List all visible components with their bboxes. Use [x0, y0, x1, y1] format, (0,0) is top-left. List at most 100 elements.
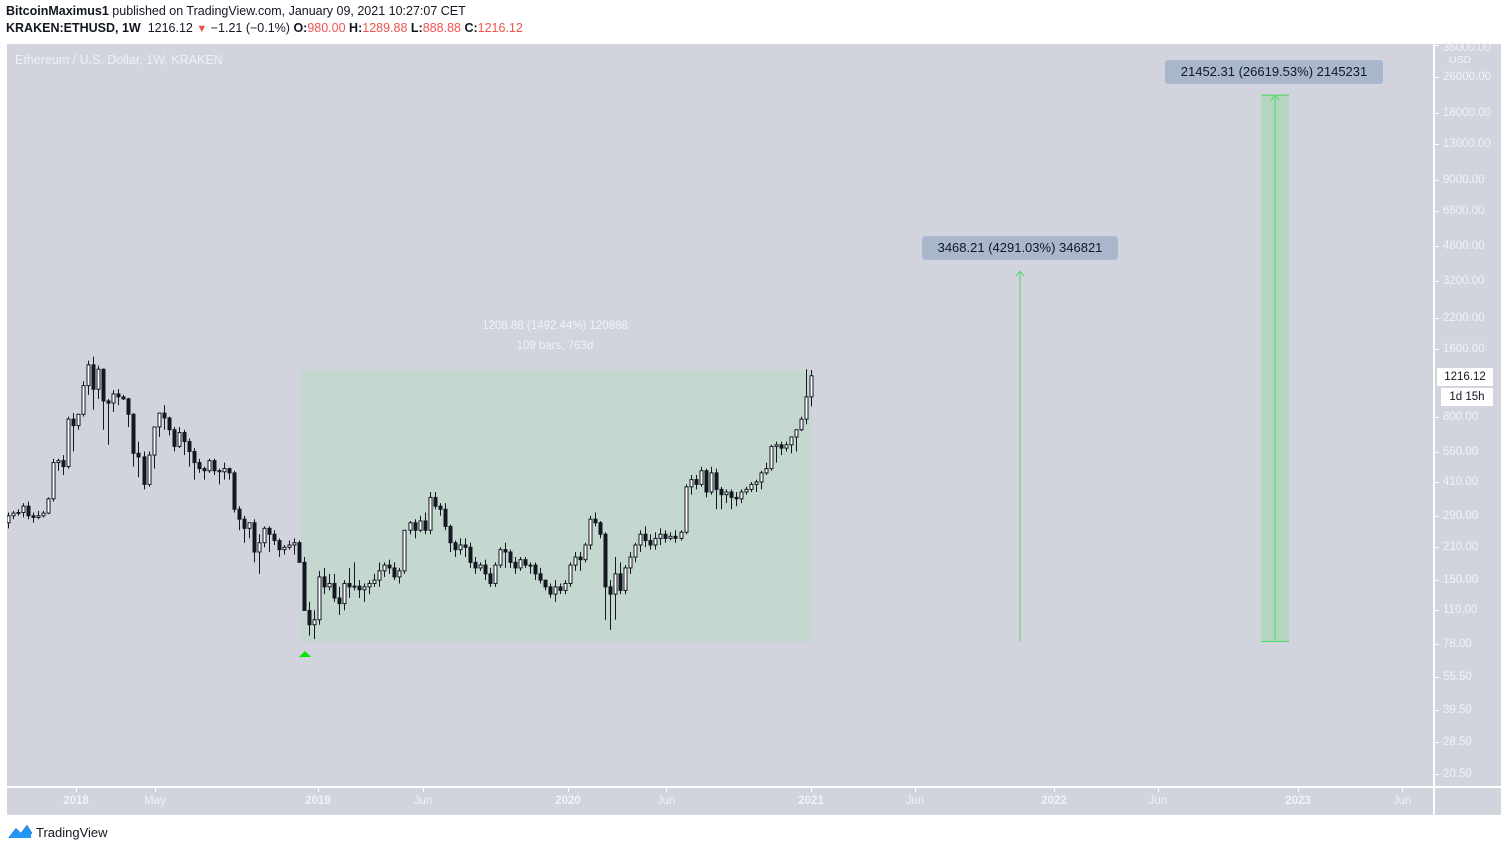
time-tick — [915, 788, 916, 792]
last-price-tag: 1216.12 — [1437, 368, 1493, 386]
price-tick-label: 110.00 — [1443, 604, 1478, 617]
price-tick — [1435, 515, 1439, 517]
time-tick — [1298, 788, 1299, 792]
high-label: H: — [349, 21, 363, 35]
price-tick-label: 4600.00 — [1443, 239, 1485, 252]
close-value: 1216.12 — [477, 21, 523, 35]
price-tick — [1435, 281, 1439, 283]
price-tick — [1435, 742, 1439, 744]
author-name[interactable]: BitcoinMaximus1 — [6, 4, 109, 18]
bar-countdown-tag: 1d 15h — [1441, 388, 1493, 406]
time-tick-label: Jun — [905, 795, 925, 807]
price-tick-label: 560.00 — [1443, 445, 1479, 458]
tradingview-brand[interactable]: TradingView — [8, 824, 108, 840]
time-tick — [811, 788, 812, 792]
candlestick-plot — [7, 94, 1289, 657]
down-arrow-icon: ▼ — [196, 23, 208, 35]
time-tick — [155, 788, 156, 792]
published-text: published on TradingView.com, January 09… — [112, 4, 466, 18]
price-tick — [1435, 710, 1439, 712]
price-tick — [1435, 547, 1439, 549]
price-tick — [1435, 481, 1439, 483]
chart-pane[interactable]: Ethereum / U.S. Dollar, 1W, KRAKEN 1208.… — [7, 44, 1433, 786]
last-price: 1216.12 — [147, 21, 193, 35]
price-tick — [1435, 580, 1439, 582]
price-tick-label: 20.50 — [1443, 768, 1472, 781]
price-tick-label: 26000.00 — [1443, 70, 1491, 83]
price-scale[interactable]: USD 36000.00 26000.00 18000.00 13000.00 9000… — [1434, 41, 1501, 786]
price-tick — [1435, 774, 1439, 776]
time-tick — [423, 788, 424, 792]
price-tick-label: 410.00 — [1443, 475, 1479, 488]
price-tick-label: 18000.00 — [1443, 106, 1491, 119]
publish-info: BitcoinMaximus1 published on TradingView… — [6, 4, 466, 18]
brand-name: TradingView — [36, 824, 108, 840]
time-tick-label: Jun — [413, 795, 433, 807]
time-tick-label: Jun — [656, 795, 676, 807]
price-tick-label: 36000.00 — [1443, 41, 1491, 54]
price-tick — [1435, 180, 1439, 182]
signal-marker-icon — [299, 651, 311, 657]
price-tick-label: 210.00 — [1443, 541, 1479, 554]
measure-range-box — [301, 370, 812, 642]
symbol-label: KRAKEN:ETHUSD, 1W — [6, 21, 141, 35]
close-label: C: — [464, 21, 478, 35]
time-tick-label: Jun — [1148, 795, 1168, 807]
time-tick-label: 2021 — [798, 795, 824, 807]
price-tick — [1435, 245, 1439, 247]
time-tick-label: Jun — [1392, 795, 1412, 807]
high-value: 1289.88 — [362, 21, 408, 35]
open-label: O: — [293, 21, 308, 35]
time-scale[interactable]: 2018 May 2019 Jun 2020 Jun 2021 Jun 2022 Jun 2023 J… — [7, 787, 1433, 815]
low-label: L: — [410, 21, 423, 35]
price-tick — [1435, 416, 1439, 418]
chart-symbol-label: Ethereum / U.S. Dollar, 1W, KRAKEN — [15, 53, 223, 67]
price-tick — [1435, 44, 1439, 46]
price-tick — [1435, 317, 1439, 319]
symbol-info: KRAKEN:ETHUSD, 1W 1216.12 ▼ −1.21 (−0.1%… — [6, 21, 523, 35]
projection-callout-1[interactable]: 3468.21 (4291.03%) 346821 — [922, 236, 1118, 260]
price-tick — [1435, 112, 1439, 114]
price-change: −1.21 (−0.1%) — [210, 21, 290, 35]
time-tick-label: 2020 — [555, 795, 581, 807]
tradingview-logo-icon — [8, 824, 32, 839]
projection-callout-2[interactable]: 21452.31 (26619.53%) 2145231 — [1165, 60, 1383, 84]
time-tick — [568, 788, 569, 792]
time-tick-label: 2023 — [1285, 795, 1311, 807]
price-tick-label: 2200.00 — [1443, 311, 1485, 324]
price-tick — [1435, 451, 1439, 453]
price-tick — [1435, 644, 1439, 645]
time-tick — [1158, 788, 1159, 792]
time-tick-label: 2019 — [305, 795, 331, 807]
price-tick-label: 9000.00 — [1443, 174, 1485, 187]
scale-corner — [1434, 787, 1501, 815]
measure-label-bars: 109 bars, 763d — [516, 340, 594, 352]
price-tick-label: 6600.00 — [1443, 204, 1485, 217]
price-tick — [1435, 610, 1439, 612]
price-tick-label: 13000.00 — [1443, 138, 1491, 151]
price-tick-label: 55.50 — [1443, 671, 1472, 684]
time-tick — [318, 788, 319, 792]
price-tick-label: 3200.00 — [1443, 275, 1485, 288]
price-tick-label: 800.00 — [1443, 410, 1479, 423]
price-tick-label: 78.00 — [1443, 638, 1472, 650]
price-tick-label: 39.50 — [1443, 704, 1472, 717]
time-tick — [666, 788, 667, 792]
currency-label: USD — [1449, 54, 1472, 66]
price-tick — [1435, 76, 1439, 78]
measure-label-range: 1208.88 (1492.44%) 120888 — [482, 320, 628, 332]
price-tick-label: 28.50 — [1443, 736, 1472, 749]
time-tick-label: 2022 — [1041, 795, 1067, 807]
time-tick — [76, 788, 77, 792]
price-tick-label: 290.00 — [1443, 509, 1479, 522]
time-tick — [1054, 788, 1055, 792]
low-value: 888.88 — [422, 21, 461, 35]
time-tick — [1402, 788, 1403, 792]
price-tick — [1435, 677, 1439, 679]
price-tick-label: 150.00 — [1443, 574, 1479, 587]
price-tick-label: 1600.00 — [1443, 343, 1485, 355]
time-tick-label: 2018 — [63, 795, 89, 807]
price-tick — [1435, 144, 1439, 146]
price-tick — [1435, 210, 1439, 212]
time-tick-label: May — [144, 795, 166, 807]
